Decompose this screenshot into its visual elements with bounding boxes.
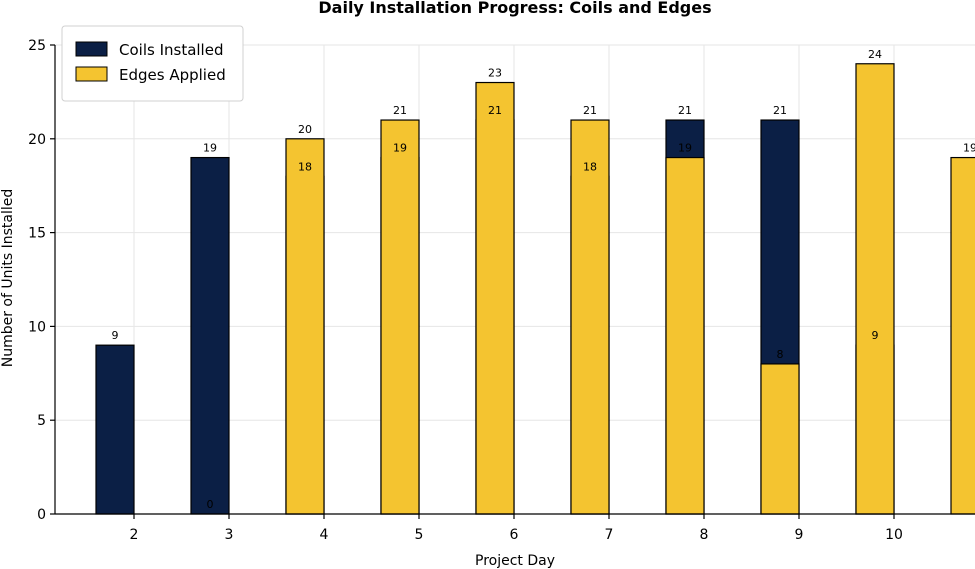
data-label-edges: 8 <box>777 348 784 361</box>
y-tick-labels: 0 5 10 15 20 25 <box>28 38 46 523</box>
data-labels: 9 19 18 19 21 18 21 21 9 0 20 21 23 21 19 8 24 19 <box>112 48 975 511</box>
data-label-coils: 21 <box>488 104 502 117</box>
data-label-coils: 21 <box>678 104 692 117</box>
data-label-edges: 21 <box>393 104 407 117</box>
data-label-coils: 18 <box>298 160 312 173</box>
bars <box>95 63 975 515</box>
y-tick-label: 5 <box>37 413 46 429</box>
data-label-edges: 19 <box>678 142 692 155</box>
bar-edges <box>665 156 705 515</box>
y-tick-label: 25 <box>28 38 46 54</box>
x-tick-label: 8 <box>700 527 709 543</box>
y-axis-label: Number of Units Installed <box>0 189 16 368</box>
legend-swatch-coils <box>75 41 108 57</box>
data-label-coils: 9 <box>112 329 119 342</box>
data-label-edges: 23 <box>488 67 502 80</box>
bar-edges <box>950 156 975 515</box>
legend-label-coils: Coils Installed <box>119 41 223 59</box>
x-tick-label: 2 <box>130 527 139 543</box>
data-label-coils: 21 <box>773 104 787 117</box>
data-label-coils: 19 <box>203 142 217 155</box>
data-label-edges: 0 <box>207 498 214 511</box>
bar-edges <box>380 119 420 515</box>
y-tick-label: 0 <box>37 507 46 523</box>
chart-title: Daily Installation Progress: Coils and E… <box>318 0 711 17</box>
data-label-edges: 19 <box>963 142 975 155</box>
data-label-edges: 21 <box>583 104 597 117</box>
y-tick-label: 15 <box>28 226 46 242</box>
data-label-coils: 19 <box>393 142 407 155</box>
bar-coils <box>95 344 135 515</box>
data-label-edges: 24 <box>868 48 882 61</box>
legend-frame <box>61 25 244 102</box>
bar-edges <box>285 138 325 515</box>
data-label-coils: 9 <box>872 329 879 342</box>
y-tick-label: 10 <box>28 319 46 335</box>
bar-edges <box>855 63 895 515</box>
x-tick-label: 3 <box>225 527 234 543</box>
bar-edges <box>475 81 515 515</box>
x-tick-label: 4 <box>320 527 329 543</box>
data-label-edges: 20 <box>298 123 312 136</box>
x-tick-label: 7 <box>605 527 614 543</box>
legend-swatch-edges <box>75 66 108 82</box>
x-tick-labels: 2 3 4 5 6 7 8 9 10 <box>130 527 903 543</box>
x-tick-label: 10 <box>885 527 903 543</box>
bar-coils <box>190 156 230 515</box>
x-axis-label: Project Day <box>475 553 555 569</box>
bar-edges <box>570 119 610 515</box>
data-label-coils: 18 <box>583 160 597 173</box>
legend-label-edges: Edges Applied <box>119 66 226 84</box>
y-tick-label: 20 <box>28 132 46 148</box>
axes <box>50 44 975 519</box>
x-tick-label: 9 <box>795 527 804 543</box>
legend: Coils Installed Edges Applied <box>61 25 244 102</box>
bar-edges <box>760 363 800 515</box>
x-tick-label: 6 <box>510 527 519 543</box>
x-tick-label: 5 <box>415 527 424 543</box>
